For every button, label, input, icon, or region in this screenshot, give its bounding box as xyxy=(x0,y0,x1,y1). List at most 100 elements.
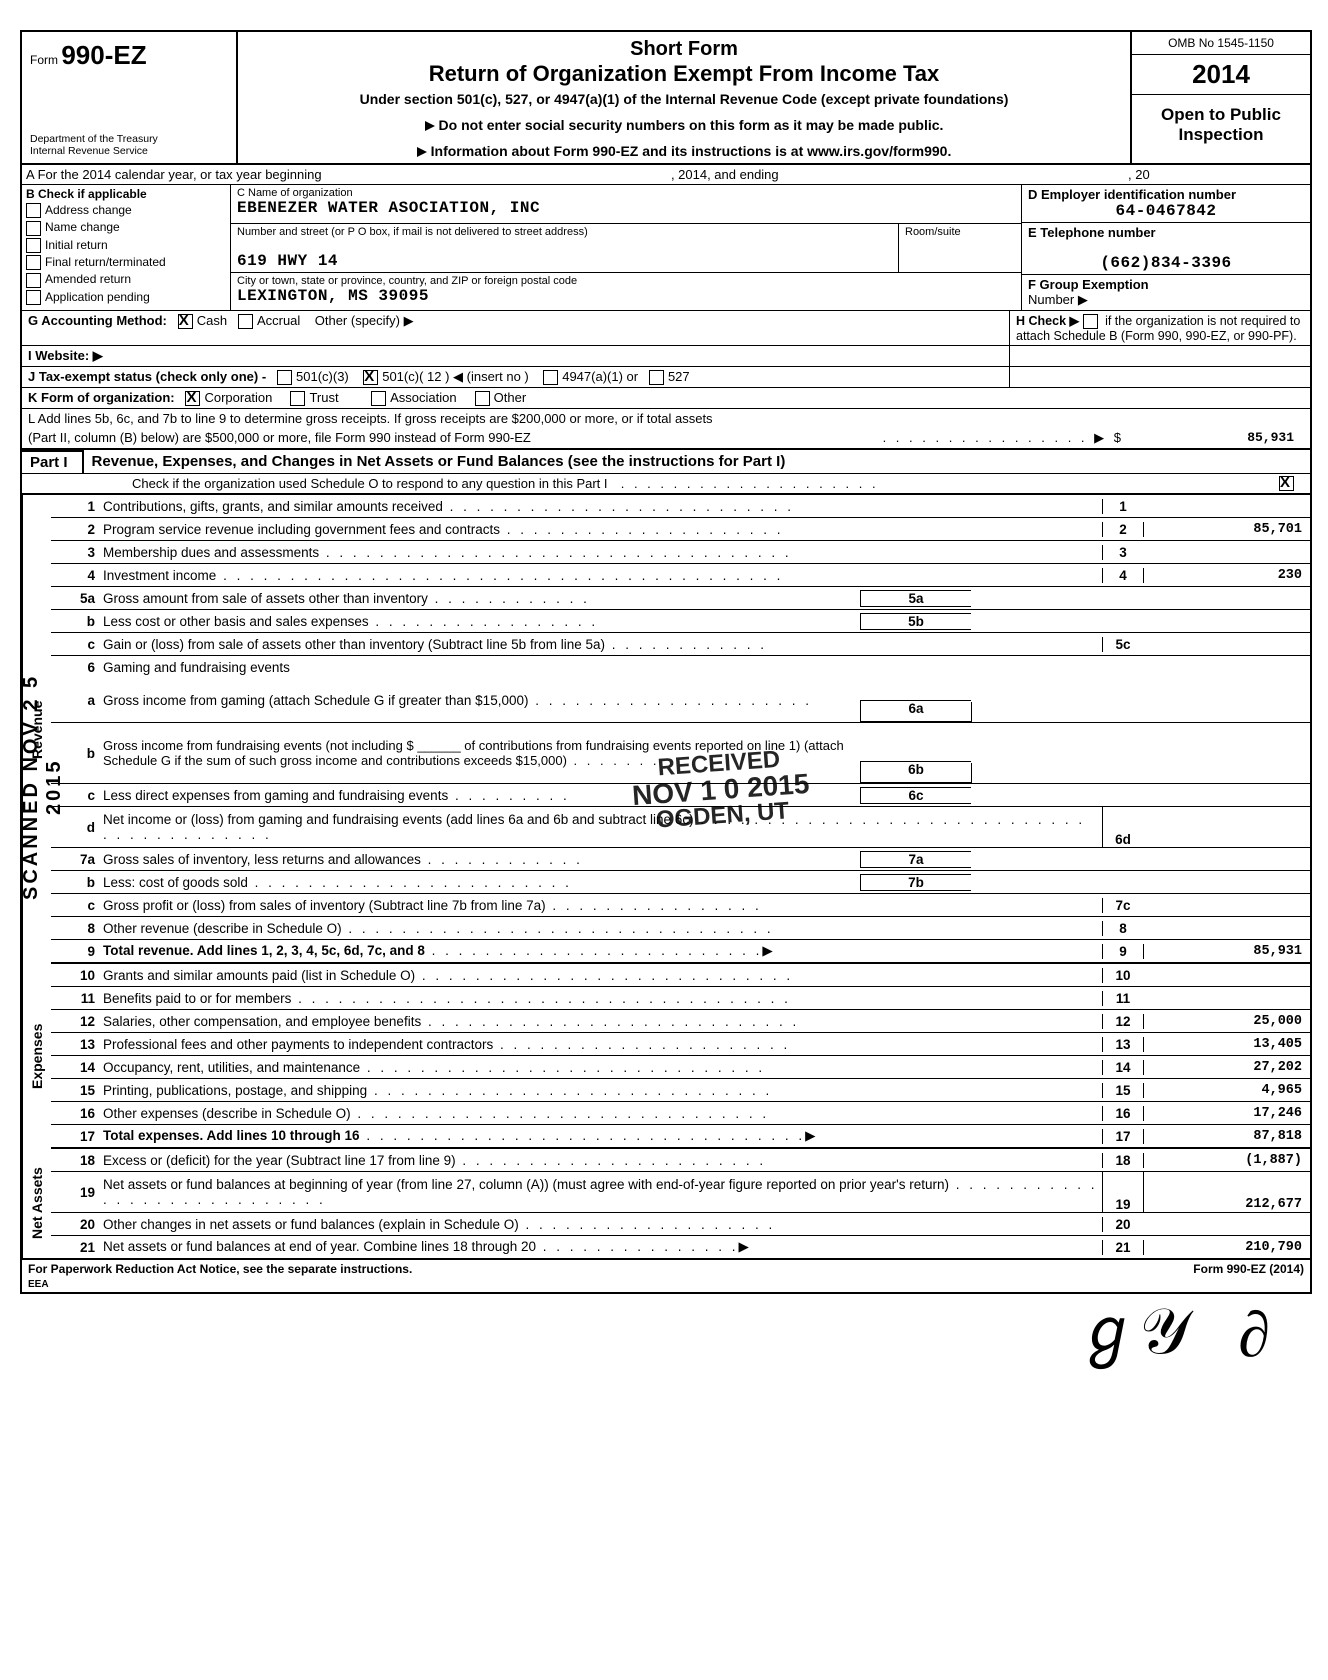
col-B: B Check if applicable Address change Nam… xyxy=(22,185,231,310)
K-trust[interactable] xyxy=(290,391,305,406)
part1-title: Revenue, Expenses, and Changes in Net As… xyxy=(84,451,794,472)
col-C: C Name of organization EBENEZER WATER AS… xyxy=(231,185,1021,310)
B-addr-change[interactable]: Address change xyxy=(26,203,226,218)
D-label: D Employer identification number xyxy=(1028,187,1304,202)
G-cash-checkbox[interactable] xyxy=(178,314,193,329)
line12-amt: 25,000 xyxy=(1143,1014,1310,1029)
row-I: I Website: ▶ xyxy=(22,346,1310,367)
F-label2: Number ▶ xyxy=(1028,292,1304,308)
line21-text: Net assets or fund balances at end of ye… xyxy=(103,1239,536,1254)
line7c-text: Gross profit or (loss) from sales of inv… xyxy=(103,898,546,913)
notice1: Do not enter social security numbers on … xyxy=(244,117,1124,133)
signature-initial-2: ∂ xyxy=(1238,1298,1270,1372)
line9-text: Total revenue. Add lines 1, 2, 3, 4, 5c,… xyxy=(103,943,425,958)
line13-amt: 13,405 xyxy=(1143,1037,1310,1052)
line14-amt: 27,202 xyxy=(1143,1060,1310,1075)
form-ref: Form 990-EZ (2014) xyxy=(1193,1262,1304,1290)
K-other[interactable] xyxy=(475,391,490,406)
K-assoc[interactable] xyxy=(371,391,386,406)
C-city-label: City or town, state or province, country… xyxy=(237,275,1015,287)
A-label: A For the 2014 calendar year, or tax yea… xyxy=(26,167,322,182)
line14-text: Occupancy, rent, utilities, and maintena… xyxy=(103,1060,360,1075)
line6b-text: Gross income from fundraising events (no… xyxy=(103,738,844,768)
line19-text: Net assets or fund balances at beginning… xyxy=(103,1177,949,1192)
line6a-text: Gross income from gaming (attach Schedul… xyxy=(103,693,528,708)
line16-text: Other expenses (describe in Schedule O) xyxy=(103,1106,351,1121)
line5c-text: Gain or (loss) from sale of assets other… xyxy=(103,637,605,652)
B-pending[interactable]: Application pending xyxy=(26,290,226,305)
line13-text: Professional fees and other payments to … xyxy=(103,1037,493,1052)
BCDEF-block: B Check if applicable Address change Nam… xyxy=(22,185,1310,311)
B-amended[interactable]: Amended return xyxy=(26,272,226,287)
part1-sched-o: Check if the organization used Schedule … xyxy=(22,474,1310,494)
notice2: Information about Form 990-EZ and its in… xyxy=(244,143,1124,159)
line6d-text: Net income or (loss) from gaming and fun… xyxy=(103,812,694,827)
org-name: EBENEZER WATER ASOCIATION, INC xyxy=(237,199,1015,217)
omb: OMB No 1545-1150 xyxy=(1132,32,1310,55)
line21-amt: 210,790 xyxy=(1143,1240,1310,1255)
form-header: Form 990-EZ Department of the Treasury I… xyxy=(22,32,1310,165)
line9-amt: 85,931 xyxy=(1143,944,1310,959)
title1: Short Form xyxy=(244,38,1124,61)
form-prefix: Form xyxy=(30,53,58,67)
part1-tag: Part I xyxy=(22,450,84,473)
H: H Check ▶ if the organization is not req… xyxy=(1009,311,1310,345)
G-accrual-checkbox[interactable] xyxy=(238,314,253,329)
row-K: K Form of organization: Corporation Trus… xyxy=(22,388,1310,409)
B-name-change[interactable]: Name change xyxy=(26,220,226,235)
H-checkbox[interactable] xyxy=(1083,314,1098,329)
line12-text: Salaries, other compensation, and employ… xyxy=(103,1014,421,1029)
form-no: 990-EZ xyxy=(61,40,146,70)
form-id-block: Form 990-EZ Department of the Treasury I… xyxy=(22,32,238,163)
tax-year: 2014 xyxy=(1132,55,1310,95)
line8-text: Other revenue (describe in Schedule O) xyxy=(103,921,342,936)
C-street-label: Number and street (or P O box, if mail i… xyxy=(237,226,892,238)
C-name-label: C Name of organization xyxy=(237,187,1015,199)
J-501c[interactable] xyxy=(363,370,378,385)
line6-text: Gaming and fundraising events xyxy=(103,660,1102,675)
line15-text: Printing, publications, postage, and shi… xyxy=(103,1083,367,1098)
K-corp[interactable] xyxy=(185,391,200,406)
dept2: Internal Revenue Service xyxy=(30,145,230,157)
net-assets-label: Net Assets xyxy=(22,1149,51,1258)
row-L1: L Add lines 5b, 6c, and 7b to line 9 to … xyxy=(22,409,1310,428)
line6c-text: Less direct expenses from gaming and fun… xyxy=(103,788,448,803)
A-end: , 20 xyxy=(1128,167,1306,182)
line-A: A For the 2014 calendar year, or tax yea… xyxy=(22,165,1310,185)
form-number: Form 990-EZ xyxy=(30,40,230,71)
B-final[interactable]: Final return/terminated xyxy=(26,255,226,270)
gross-receipts: 85,931 xyxy=(1124,430,1304,446)
line4-amt: 230 xyxy=(1143,568,1310,583)
expenses-label: Expenses xyxy=(22,964,51,1149)
sched-o-checkbox[interactable] xyxy=(1279,476,1294,491)
open-to-public: Open to Public Inspection xyxy=(1132,95,1310,156)
J-527[interactable] xyxy=(649,370,664,385)
line5a-text: Gross amount from sale of assets other t… xyxy=(103,591,428,606)
B-initial[interactable]: Initial return xyxy=(26,238,226,253)
I-label: I Website: ▶ xyxy=(28,348,103,363)
street: 619 HWY 14 xyxy=(237,252,892,270)
F-label: F Group Exemption xyxy=(1028,277,1304,292)
row-J: J Tax-exempt status (check only one) - 5… xyxy=(22,367,1310,388)
J-4947[interactable] xyxy=(543,370,558,385)
line10-text: Grants and similar amounts paid (list in… xyxy=(103,968,415,983)
K-label: K Form of organization: xyxy=(28,390,175,405)
row-L2: (Part II, column (B) below) are $500,000… xyxy=(22,428,1310,448)
dept1: Department of the Treasury xyxy=(30,133,230,145)
revenue-section: Revenue 1Contributions, gifts, grants, a… xyxy=(22,494,1310,964)
J-501c3[interactable] xyxy=(277,370,292,385)
E-label: E Telephone number xyxy=(1028,225,1304,240)
line16-amt: 17,246 xyxy=(1143,1106,1310,1121)
A-mid: , 2014, and ending xyxy=(322,167,1128,182)
line15-amt: 4,965 xyxy=(1143,1083,1310,1098)
line5b-text: Less cost or other basis and sales expen… xyxy=(103,614,369,629)
line4-text: Investment income xyxy=(103,568,216,583)
ein: 64-0467842 xyxy=(1028,202,1304,220)
J-label: J Tax-exempt status (check only one) - xyxy=(28,369,266,384)
form-page: SCANNED NOV 2 5 2015 RECEIVED NOV 1 0 20… xyxy=(20,30,1312,1294)
H2 xyxy=(1009,346,1310,366)
right-block: OMB No 1545-1150 2014 Open to Public Ins… xyxy=(1130,32,1310,163)
line19-amt: 212,677 xyxy=(1143,1172,1310,1212)
line18-text: Excess or (deficit) for the year (Subtra… xyxy=(103,1153,456,1168)
net-assets-section: Net Assets 18Excess or (deficit) for the… xyxy=(22,1149,1310,1260)
